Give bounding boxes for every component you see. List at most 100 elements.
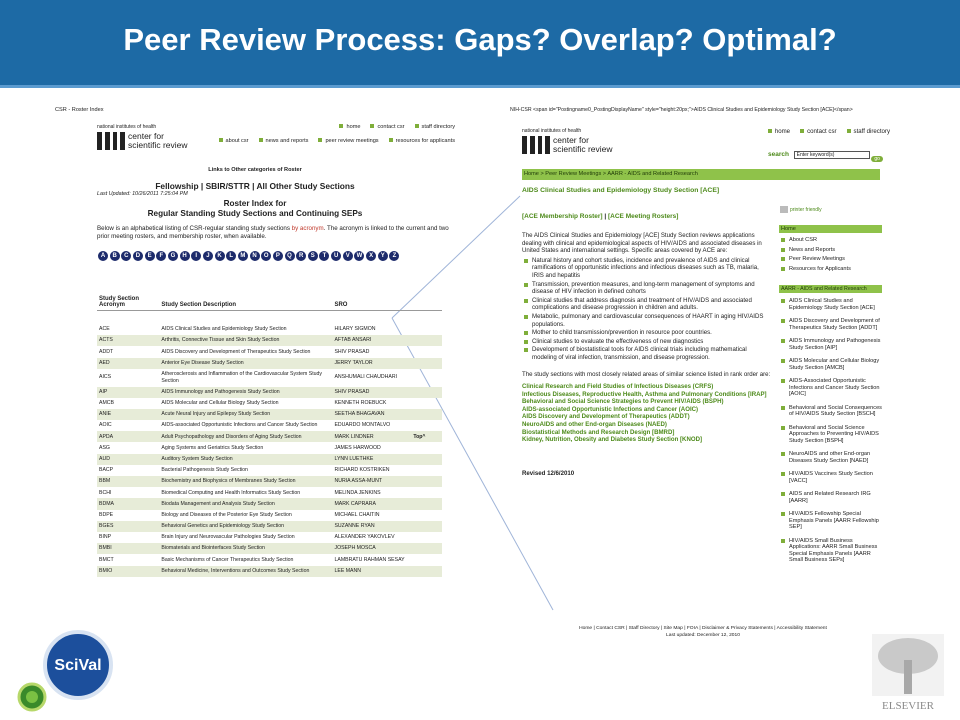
letter-link[interactable]: U — [331, 251, 342, 261]
table-row: ADDT AIDS Discovery and Development of Th… — [97, 346, 442, 357]
sidebar-link[interactable]: AIDS Immunology and Pathogenesis Study S… — [779, 337, 882, 352]
letter-link[interactable]: Q — [284, 251, 295, 261]
area-item: Natural history and cohort studies, inci… — [524, 257, 772, 280]
related-link[interactable]: Kidney, Nutrition, Obesity and Diabetes … — [522, 436, 703, 444]
sidebar-link[interactable]: HIV/AIDS Vaccines Study Section [VACC] — [779, 470, 882, 485]
acronym-cell: AUD — [97, 453, 160, 465]
slide-title: Peer Review Process: Gaps? Overlap? Opti… — [123, 22, 837, 57]
letter-link[interactable]: X — [366, 251, 377, 261]
related-link[interactable]: AIDS-associated Opportunistic Infections… — [522, 405, 699, 413]
letter-link[interactable]: D — [132, 251, 143, 261]
letter-link[interactable]: E — [144, 251, 155, 261]
letter-link[interactable]: F — [156, 251, 167, 261]
letter-link[interactable]: K — [214, 251, 225, 261]
search-button[interactable]: go — [871, 156, 883, 162]
letter-link[interactable]: P — [272, 251, 283, 261]
letter-link[interactable]: W — [354, 251, 365, 261]
area-item: Clinical studies that address diagnosis … — [524, 297, 772, 312]
sidebar-link[interactable]: AIDS Molecular and Cellular Biology Stud… — [779, 357, 882, 372]
letter-link[interactable]: N — [249, 251, 260, 261]
nav-link[interactable]: contact csr — [370, 124, 404, 130]
acronym-cell: AOIC — [99, 422, 112, 429]
letter-link[interactable]: I — [191, 251, 202, 261]
column-header: SRO — [332, 275, 412, 311]
sidebar-link[interactable]: HIV/AIDS Fellowship Special Emphasis Pan… — [779, 510, 882, 532]
related-link[interactable]: Clinical Research and Field Studies of I… — [522, 383, 714, 391]
nav-link[interactable]: staff directory — [847, 128, 890, 135]
letter-link[interactable]: V — [342, 251, 353, 261]
roster-link[interactable]: [ACE Membership Roster] — [522, 213, 603, 220]
acronym-cell: BCHI — [99, 489, 112, 496]
letter-link[interactable]: R — [296, 251, 307, 261]
intro-link[interactable]: by acronym — [291, 225, 324, 232]
printer-link[interactable]: printer friendly — [780, 206, 822, 213]
intro-text: Below is an alphabetical listing of CSR-… — [97, 225, 462, 241]
letter-link[interactable]: A — [98, 251, 108, 261]
description-cell: AIDS Immunology and Pathogenesis Study S… — [159, 386, 333, 398]
description-cell: Biodata Management and Analysis Study Se… — [159, 498, 333, 510]
related-link[interactable]: Behavioral and Social Science Strategies… — [522, 398, 724, 406]
nav-link[interactable]: home — [339, 124, 360, 130]
sidebar-link[interactable]: Resources for Applicants — [779, 265, 882, 274]
sidebar-link[interactable]: AIDS-Associated Opportunistic Infections… — [779, 377, 882, 399]
sro-cell: JAMES HARWOOD — [334, 444, 381, 451]
related-link[interactable]: Biostatistical Methods and Research Desi… — [522, 428, 675, 436]
acronym-cell: BACP — [99, 467, 114, 474]
sidebar-link[interactable]: NeuroAIDS and other End-organ Diseases S… — [779, 450, 882, 465]
nav-link[interactable]: contact csr — [800, 128, 836, 135]
scival-text: SciVal — [54, 657, 101, 674]
top-cell — [411, 408, 442, 421]
sidebar-link[interactable]: Behavioral and Social Consequences of HI… — [779, 404, 882, 419]
nav-link[interactable]: resources for applicants — [389, 138, 455, 144]
sro-cell: MICHAEL CHAITIN — [334, 511, 380, 518]
roster-table-wrap: Study Section Acronym Study Section Desc… — [97, 275, 442, 577]
acronym-cell: AED — [97, 357, 160, 369]
elsevier-logo: ELSEVIER — [872, 634, 944, 712]
letter-link[interactable]: B — [109, 251, 120, 261]
letter-link[interactable]: L — [226, 251, 237, 261]
sro-cell: MARK CAPRARA — [332, 498, 412, 510]
sro-cell: AFTAB ANSARI — [332, 335, 412, 347]
letter-link[interactable]: Z — [389, 251, 400, 261]
sidebar-link[interactable]: AIDS and Related Research IRG [AARR] — [779, 490, 882, 505]
sidebar-link[interactable]: About CSR — [779, 236, 882, 245]
column-header: Study Section Acronym — [97, 275, 160, 311]
letter-link[interactable]: T — [319, 251, 330, 261]
nav-link[interactable]: home — [768, 128, 790, 135]
related-link[interactable]: NeuroAIDS and other End-organ Diseases (… — [522, 421, 667, 429]
description-cell: AIDS Discovery and Development of Therap… — [161, 348, 311, 355]
elsevier-text: ELSEVIER — [882, 700, 935, 712]
related-link[interactable]: AIDS Discovery and Development of Therap… — [522, 413, 690, 421]
letter-link[interactable]: C — [121, 251, 132, 261]
study-section-screenshot: NIH-CSR <span id="Postingname0_PostingDi… — [508, 100, 898, 650]
roster-link[interactable]: [ACE Meeting Rosters] — [608, 213, 679, 220]
letter-link[interactable]: H — [179, 251, 190, 261]
intro-text: The AIDS Clinical Studies and Epidemiolo… — [522, 232, 762, 255]
letter-link[interactable]: M — [237, 251, 248, 261]
separator: | — [604, 213, 607, 220]
sidebar-link[interactable]: AIDS Discovery and Development of Therap… — [779, 317, 882, 332]
letter-link[interactable]: G — [167, 251, 178, 261]
sidebar-home[interactable]: Home — [779, 225, 882, 233]
logo-line: center for — [553, 135, 589, 145]
sidebar-link[interactable]: HIV/AIDS Small Business Applications: AA… — [779, 537, 882, 565]
sidebar-link[interactable]: Peer Review Meetings — [779, 255, 882, 264]
sro-cell: SHIV PRASAD — [334, 348, 370, 355]
related-link[interactable]: Infectious Diseases, Reproductive Health… — [522, 390, 767, 398]
sidebar-link[interactable]: AIDS Clinical Studies and Epidemiology S… — [779, 297, 882, 312]
sro-cell: NURIA ASSA-MUNT — [332, 476, 412, 488]
nav-link[interactable]: news and reports — [259, 138, 309, 144]
nav-link[interactable]: staff directory — [415, 124, 455, 130]
sidebar-link[interactable]: Behavioral and Social Science Approaches… — [779, 424, 882, 446]
letter-link[interactable]: Y — [377, 251, 388, 261]
nav-link[interactable]: peer review meetings — [318, 138, 378, 144]
sidebar-link[interactable]: News and Reports — [779, 246, 882, 255]
letter-link[interactable]: S — [307, 251, 318, 261]
sidebar-group[interactable]: AARR - AIDS and Related Research — [779, 285, 882, 293]
letter-link[interactable]: J — [202, 251, 213, 261]
search-input[interactable]: Enter keyword(s) — [793, 151, 870, 159]
nav-link[interactable]: about csr — [219, 138, 249, 144]
table-row: ACTS Arthritis, Connective Tissue and Ski… — [97, 335, 442, 347]
letter-link[interactable]: O — [261, 251, 272, 261]
